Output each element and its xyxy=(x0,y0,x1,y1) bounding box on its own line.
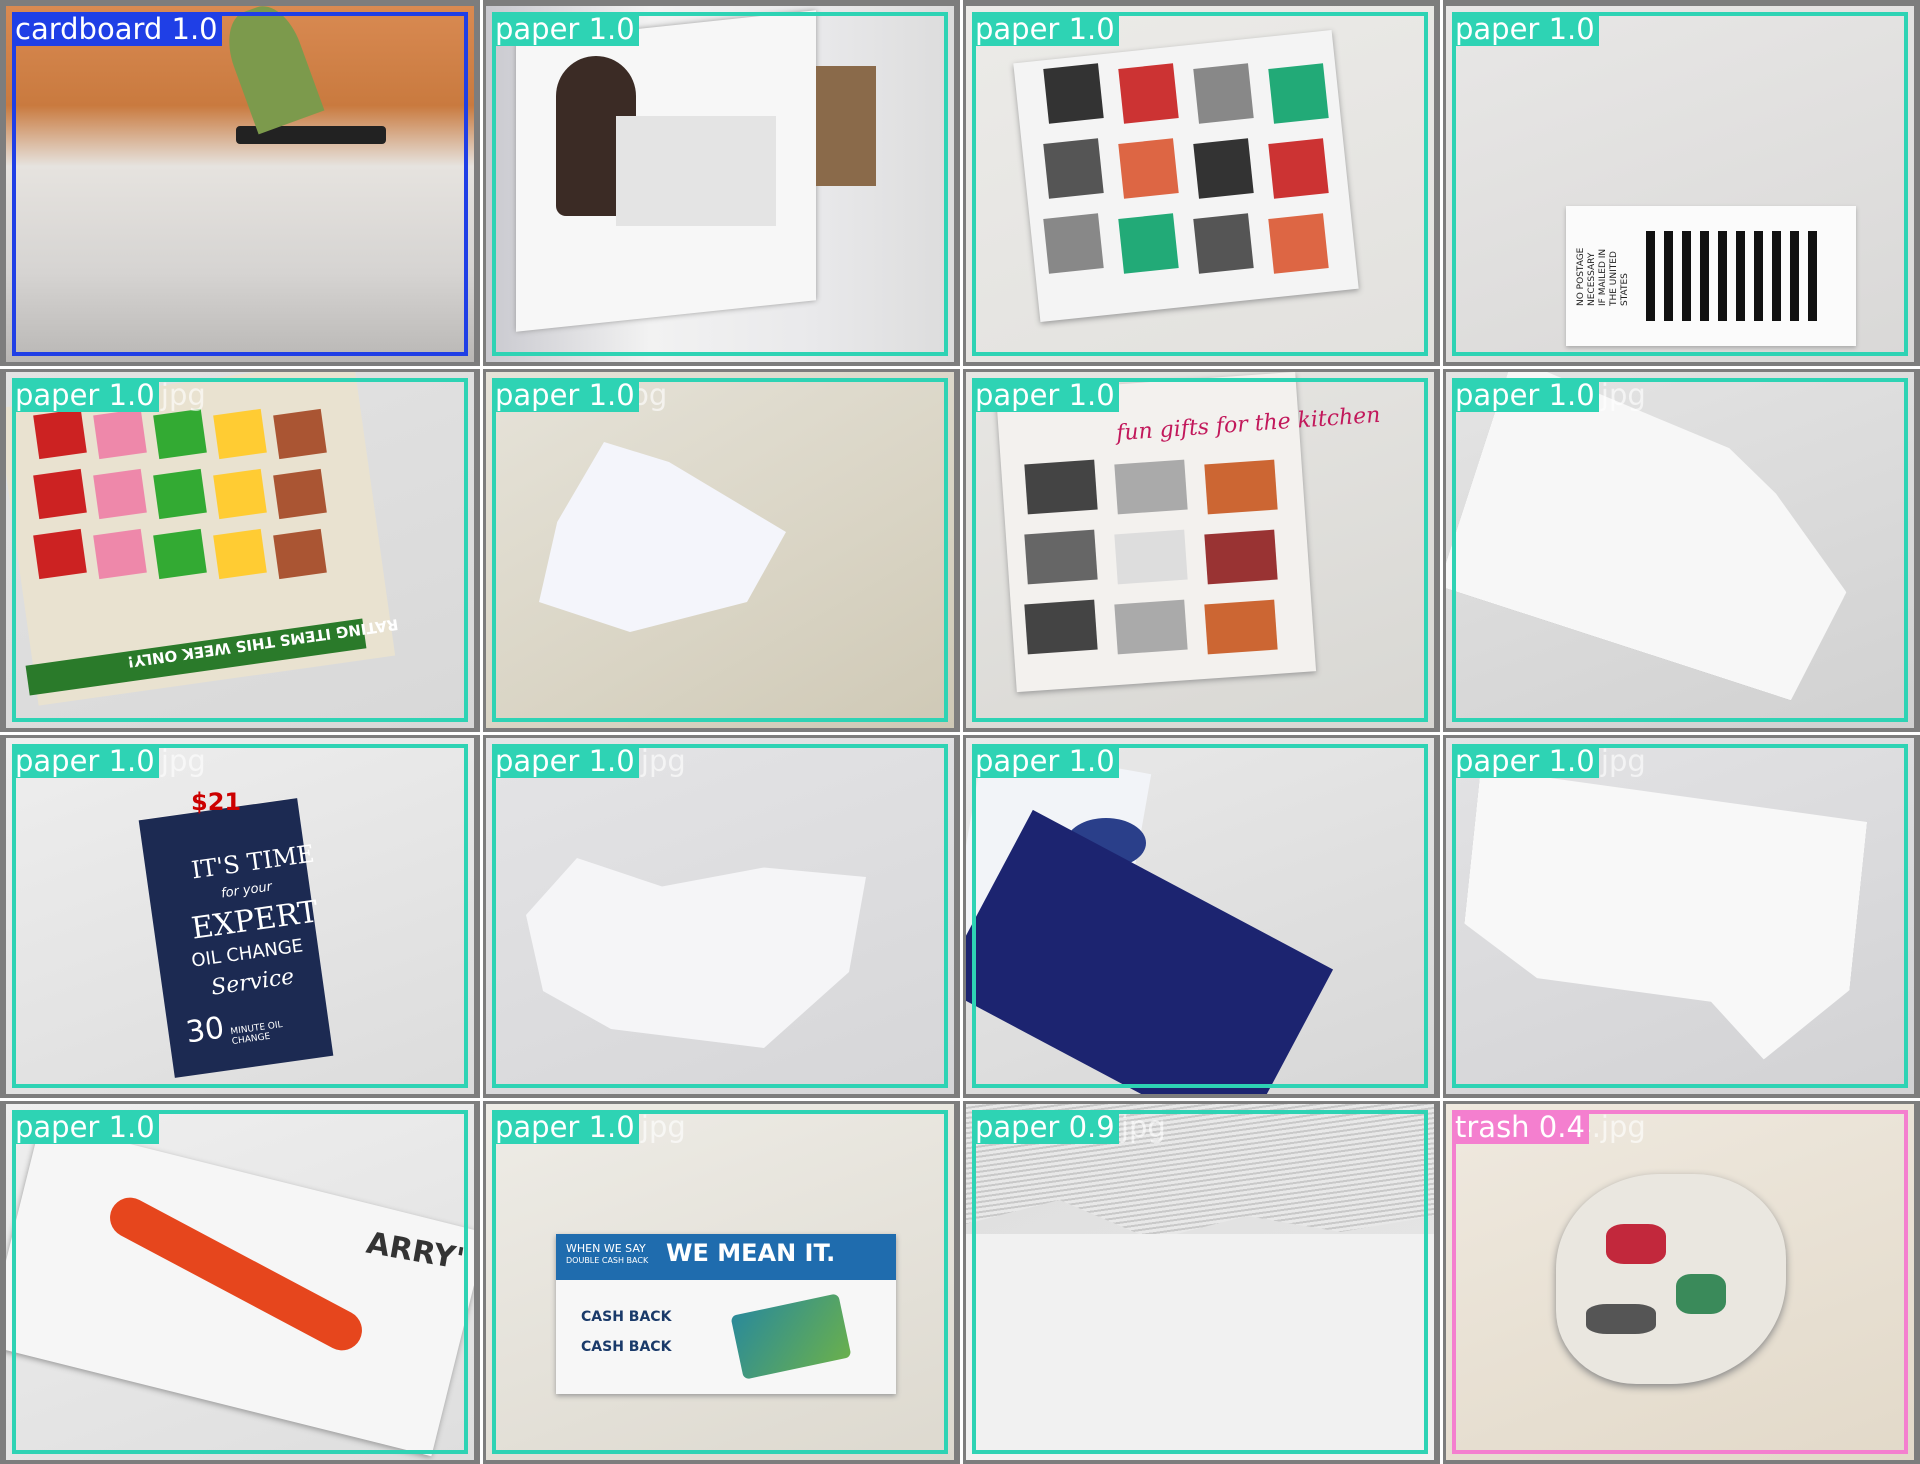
photo: $21 IT'S TIME for your EXPERT OIL CHANGE Serv… xyxy=(6,738,474,1094)
detection-label: cardboard 1.0 xyxy=(12,12,222,46)
detection-label: paper 1.0 xyxy=(12,744,159,778)
image-tile: NO POSTAGE NECESSARY IF MAILED IN THE UN… xyxy=(1446,6,1914,362)
bounding-box xyxy=(492,744,948,1088)
bounding-box xyxy=(492,12,948,356)
image-tile: paper404.jpgpaper 1.0 xyxy=(1446,372,1914,728)
bounding-box xyxy=(12,744,468,1088)
detection-label: paper 1.0 xyxy=(972,744,1119,778)
image-tile: paper.jpgpaper 1.0 xyxy=(966,738,1434,1094)
detection-label: paper 1.0 xyxy=(1452,744,1599,778)
detection-label: paper 1.0 xyxy=(1452,378,1599,412)
photo: fun gifts for the kitchen xyxy=(966,372,1434,728)
detection-label: paper 1.0 xyxy=(492,744,639,778)
image-tile: paper395.jpgpaper 1.0 xyxy=(1446,738,1914,1094)
price-text: $21 xyxy=(191,788,242,816)
detection-label: paper 1.0 xyxy=(972,12,1119,46)
grid-separator xyxy=(0,366,1920,369)
mailer-head-big: WE MEAN IT. xyxy=(666,1239,836,1267)
bounding-box xyxy=(12,378,468,722)
image-tile: paper449.jpgpaper 1.0 xyxy=(486,738,954,1094)
bounding-box xyxy=(12,1110,468,1454)
photo: WHEN WE SAY DOUBLE CASH BACK WE MEAN IT. CA… xyxy=(486,1104,954,1460)
photo xyxy=(486,738,954,1094)
barcode-bar xyxy=(1754,231,1763,321)
mailer-head-small: WHEN WE SAY xyxy=(566,1242,646,1255)
photo xyxy=(486,372,954,728)
detection-label: paper 1.0 xyxy=(1452,12,1599,46)
cardboard-slot xyxy=(236,126,386,144)
newspaper-ball xyxy=(1556,1174,1786,1384)
barcode-bar xyxy=(1700,231,1709,321)
detection-label: paper 1.0 xyxy=(12,1110,159,1144)
barcode-bar xyxy=(1682,231,1691,321)
bounding-box xyxy=(492,378,948,722)
bounding-box xyxy=(1452,12,1908,356)
photo xyxy=(1446,738,1914,1094)
detection-label: paper 1.0 xyxy=(12,378,159,412)
image-tile: .jpgpaper 1.0 xyxy=(966,6,1434,362)
photo xyxy=(486,6,954,362)
photo xyxy=(966,738,1434,1094)
image-tile: RATING ITEMS THIS WEEK ONLY!paper470.jpg… xyxy=(6,372,474,728)
barcode-bar xyxy=(1736,231,1745,321)
grid-separator xyxy=(0,1098,1920,1101)
image-tile: ARRY'paperpaper 1.0 xyxy=(6,1104,474,1460)
mailer-sub: DOUBLE CASH BACK xyxy=(566,1256,649,1265)
photo: NO POSTAGE NECESSARY IF MAILED IN THE UN… xyxy=(1446,6,1914,362)
photo: RATING ITEMS THIS WEEK ONLY! xyxy=(6,372,474,728)
bounding-box xyxy=(1452,378,1908,722)
detection-label: paper 0.9 xyxy=(972,1110,1119,1144)
image-tile: .jpgpaper 1.0 xyxy=(486,6,954,362)
dark-print xyxy=(1586,1304,1656,1334)
envelope xyxy=(1566,206,1856,346)
mailer-header xyxy=(556,1234,896,1280)
barcode-bar xyxy=(1790,231,1799,321)
white-paper xyxy=(966,1234,1434,1460)
image-tile: $21 IT'S TIME for your EXPERT OIL CHANGE Serv… xyxy=(6,738,474,1094)
photo xyxy=(6,6,474,362)
bounding-box xyxy=(492,1110,948,1454)
photo xyxy=(966,1104,1434,1460)
photo: ARRY' xyxy=(6,1104,474,1460)
detection-label: paper 1.0 xyxy=(492,12,639,46)
bounding-box xyxy=(1452,1110,1908,1454)
detection-label: paper 1.0 xyxy=(492,1110,639,1144)
detection-label: paper 1.0 xyxy=(972,378,1119,412)
bed-shape xyxy=(616,116,776,226)
barcode-bar xyxy=(1808,231,1817,321)
detection-label: paper 1.0 xyxy=(492,378,639,412)
photo xyxy=(1446,1104,1914,1460)
bounding-box xyxy=(972,12,1428,356)
bounding-box xyxy=(972,1110,1428,1454)
bounding-box xyxy=(12,12,468,356)
barcode-bar xyxy=(1664,231,1673,321)
barcode-bar xyxy=(1718,231,1727,321)
cashback-1: CASH BACK xyxy=(581,1309,672,1325)
bounding-box xyxy=(972,744,1428,1088)
image-tile: fun gifts for the kitchen.jpgpaper 1.0 xyxy=(966,372,1434,728)
barcode-bar xyxy=(1646,231,1655,321)
image-tile: WHEN WE SAY DOUBLE CASH BACK WE MEAN IT. CA… xyxy=(486,1104,954,1460)
green-print xyxy=(1676,1274,1726,1314)
shelf-shape xyxy=(816,66,876,186)
image-tile: cardboard.jpgcardboard 1.0 xyxy=(6,6,474,362)
grid-separator xyxy=(0,732,1920,735)
image-tile: paper45.jpgpaper 1.0 xyxy=(486,372,954,728)
image-tile: paper409.jpgpaper 0.9 xyxy=(966,1104,1434,1460)
photo xyxy=(1446,372,1914,728)
bounding-box xyxy=(1452,744,1908,1088)
photo xyxy=(966,6,1434,362)
image-tile: paper394.jpgtrash 0.4 xyxy=(1446,1104,1914,1460)
cashback-2: CASH BACK xyxy=(581,1339,672,1355)
barcode-bar xyxy=(1772,231,1781,321)
bounding-box xyxy=(972,378,1428,722)
detection-label: trash 0.4 xyxy=(1452,1110,1589,1144)
red-print xyxy=(1606,1224,1666,1264)
